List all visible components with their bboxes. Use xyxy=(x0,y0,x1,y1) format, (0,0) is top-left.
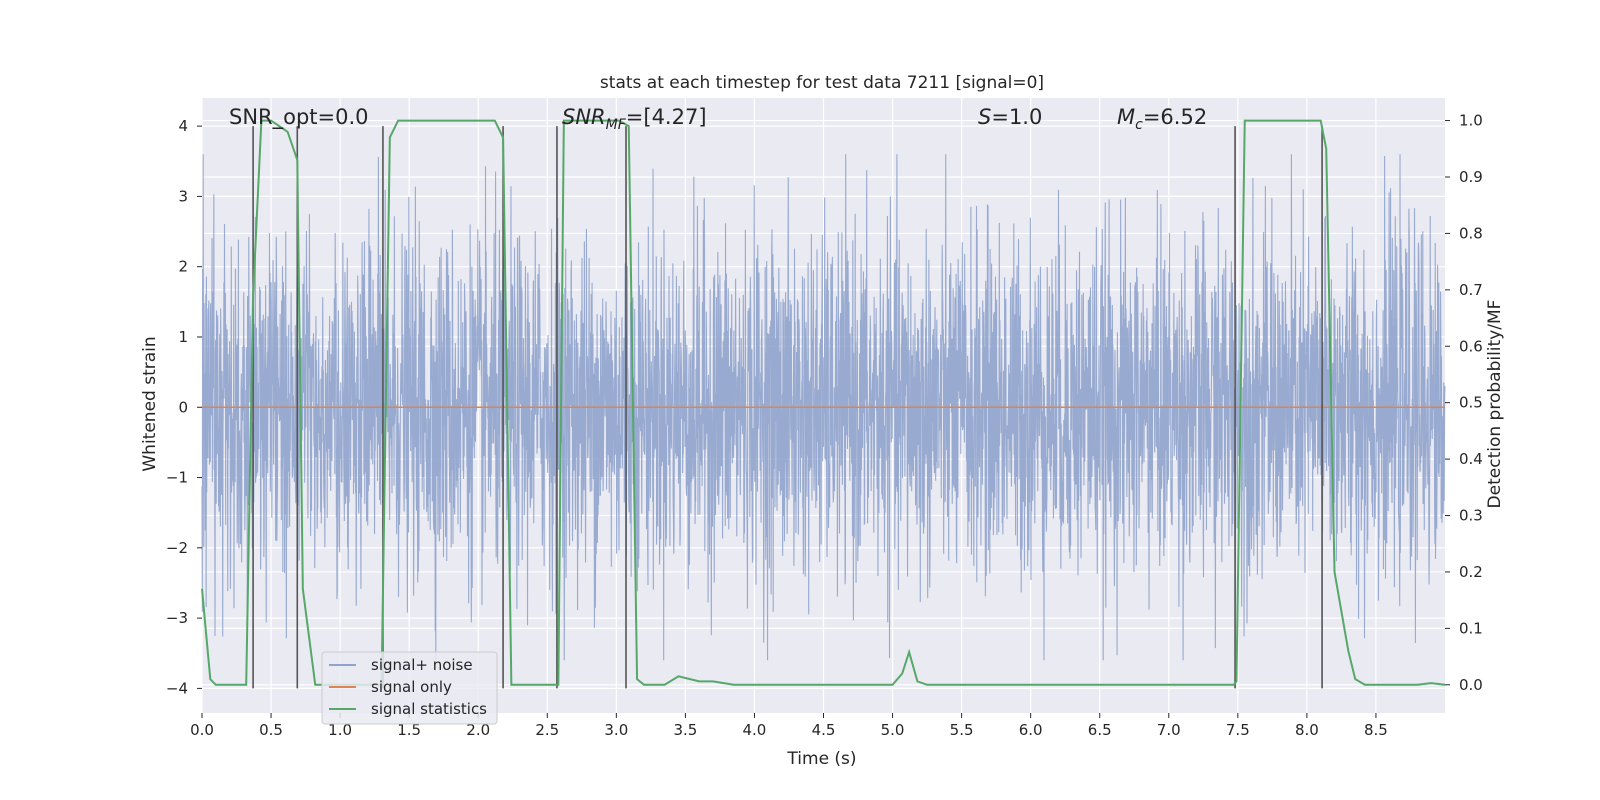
x-tick-label-6: 3.0 xyxy=(604,721,628,739)
x-tick-label-11: 5.5 xyxy=(950,721,974,739)
y-tick-label-3: −1 xyxy=(166,469,188,487)
x-tick-label-9: 4.5 xyxy=(812,721,836,739)
y2-tick-label-4: 0.4 xyxy=(1459,450,1483,468)
y-tick-label-6: 2 xyxy=(178,258,188,276)
annotation-mc-symbol: M xyxy=(1117,105,1135,129)
x-tick-label-15: 7.5 xyxy=(1226,721,1250,739)
x-tick-label-2: 1.0 xyxy=(328,721,352,739)
x-tick-label-1: 0.5 xyxy=(259,721,283,739)
x-tick-label-16: 8.0 xyxy=(1295,721,1319,739)
y-tick-label-7: 3 xyxy=(178,187,188,205)
annotation-snr-mf-value: =[4.27] xyxy=(626,105,707,129)
y2-tick-label-5: 0.5 xyxy=(1459,394,1483,412)
annotation-snr-mf: SNRMF=[4.27] xyxy=(562,105,707,133)
y2-tick-label-8: 0.8 xyxy=(1459,224,1483,242)
y2-tick-label-3: 0.3 xyxy=(1459,507,1483,525)
y2-tick-label-6: 0.6 xyxy=(1459,337,1483,355)
legend-label-signal-only: signal only xyxy=(371,678,452,696)
legend-frame xyxy=(321,651,498,725)
annotation-snr-mf-subscript: MF xyxy=(606,117,627,133)
annotation-s-symbol: S xyxy=(978,105,991,129)
x-tick-label-5: 2.5 xyxy=(535,721,559,739)
series-signal-statistics xyxy=(201,119,1446,686)
annotation-mc-value: =6.52 xyxy=(1143,105,1207,129)
x-tick-label-8: 4.0 xyxy=(743,721,767,739)
y-tick-label-5: 1 xyxy=(178,328,188,346)
y2-axis-label: Detection probability/MF xyxy=(1485,300,1505,509)
y2-tick-label-1: 0.1 xyxy=(1459,619,1483,637)
y-tick-label-2: −2 xyxy=(166,539,188,557)
y-tick-label-0: −4 xyxy=(166,679,188,697)
annotation-mc-subscript: c xyxy=(1135,117,1143,133)
x-tick-label-17: 8.5 xyxy=(1364,721,1388,739)
series-signal-noise xyxy=(201,154,1446,661)
y2-tick-label-7: 0.7 xyxy=(1459,281,1483,299)
noise-trace xyxy=(201,154,1446,661)
chart-title: stats at each timestep for test data 721… xyxy=(600,73,1044,93)
legend-label-signal-statistics: signal statistics xyxy=(371,700,487,718)
x-tick-label-10: 5.0 xyxy=(881,721,905,739)
annotation-snr-mf-symbol: SNR xyxy=(562,105,606,129)
x-tick-label-0: 0.0 xyxy=(190,721,214,739)
x-axis-label: Time (s) xyxy=(786,749,856,769)
y2-tick-label-2: 0.2 xyxy=(1459,563,1483,581)
y-tick-label-4: 0 xyxy=(178,398,188,416)
annotation-s: S=1.0 xyxy=(978,105,1042,129)
x-tick-label-4: 2.0 xyxy=(466,721,490,739)
annotation-s-value: =1.0 xyxy=(991,105,1042,129)
x-tick-label-12: 6.0 xyxy=(1019,721,1043,739)
x-tick-label-7: 3.5 xyxy=(673,721,697,739)
annotation-snr-opt: SNR_opt=0.0 xyxy=(229,105,369,130)
y2-tick-label-10: 1.0 xyxy=(1459,112,1483,130)
y-axis-label: Whitened strain xyxy=(140,336,160,471)
y-tick-label-1: −3 xyxy=(166,609,188,627)
annotation-mc: Mc=6.52 xyxy=(1117,105,1207,133)
y-tick-label-8: 4 xyxy=(178,117,188,135)
legend-label-signal-noise: signal+ noise xyxy=(371,656,473,674)
legend: signal+ noise signal only signal statist… xyxy=(321,651,498,725)
x-tick-label-3: 1.5 xyxy=(397,721,421,739)
y2-tick-label-9: 0.9 xyxy=(1459,168,1483,186)
x-tick-label-13: 6.5 xyxy=(1088,721,1112,739)
y2-tick-label-0: 0.0 xyxy=(1459,676,1483,694)
x-tick-label-14: 7.0 xyxy=(1157,721,1181,739)
